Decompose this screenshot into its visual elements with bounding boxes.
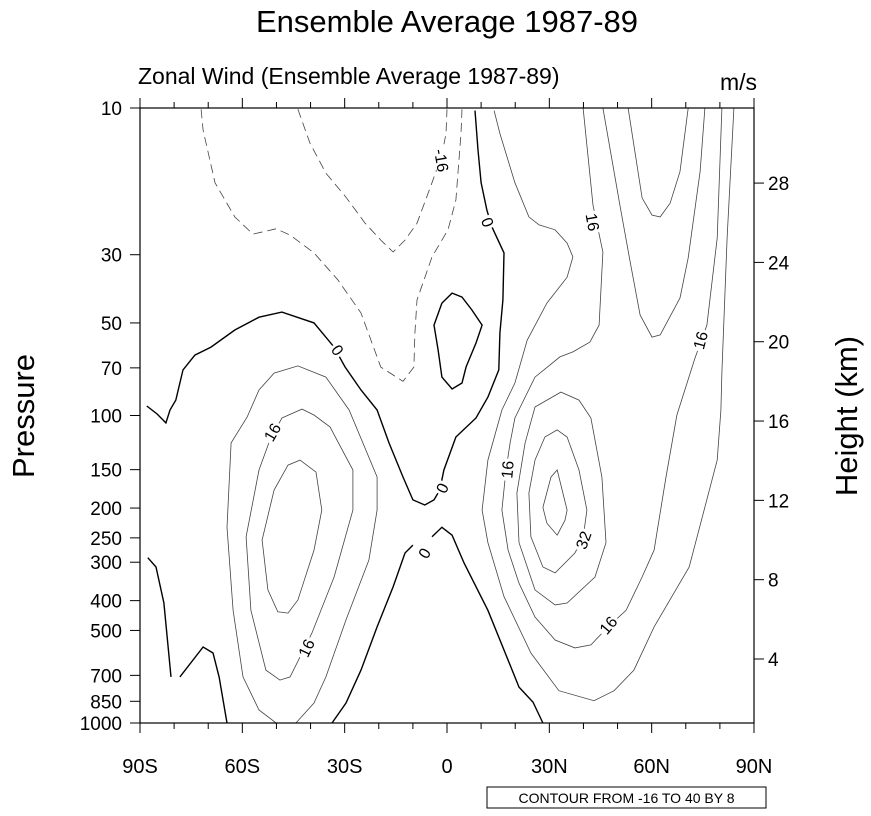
y-tick-label: 70 [101, 359, 122, 380]
x-tick-label: 30S [327, 756, 363, 778]
y-tick-label: 300 [90, 553, 122, 574]
y-tick-label: 50 [101, 314, 122, 335]
plot-frame [139, 107, 755, 724]
y-tick-label: 100 [90, 407, 122, 428]
info-label: CONTOUR FROM -16 TO 40 BY 8 [518, 790, 734, 806]
x-tick-label: 30N [531, 756, 568, 778]
contour-line-16 [245, 408, 354, 681]
x-tick-label: 60N [633, 756, 670, 778]
y2-axis-label: Height (km) [829, 336, 864, 496]
contour-line-neg16 [297, 109, 448, 253]
contour-line-24 [261, 459, 323, 614]
y2-tick-label: 8 [768, 571, 779, 592]
contour-line-24 [516, 391, 607, 606]
contour-line-0 [146, 110, 505, 506]
contour-label-text: 16 [582, 212, 602, 233]
x-tick-label: 90N [736, 756, 773, 778]
units-label: m/s [720, 69, 757, 95]
contour-label: 16 [293, 634, 319, 661]
contour-line-8 [481, 107, 735, 702]
contour-line-0 [147, 557, 172, 677]
y-tick-label: 250 [90, 529, 122, 550]
contour-line-0 [179, 646, 228, 724]
y-tick-label: 400 [90, 592, 122, 613]
contour-line-0 [431, 526, 544, 724]
y2-tick-label: 24 [768, 253, 790, 274]
contour-label: 32 [570, 526, 596, 553]
contour-label: 16 [688, 327, 712, 353]
y-tick-label: 1000 [80, 714, 122, 735]
contour-line-24 [602, 107, 706, 338]
contour-label-text: 16 [296, 637, 319, 660]
contour-label: -16 [430, 143, 454, 177]
y2-tick-label: 28 [768, 174, 789, 195]
contour-label: 0 [430, 478, 453, 497]
contour-label-text: 16 [691, 330, 712, 352]
contour-label: 16 [497, 457, 518, 482]
contour-label: 16 [258, 418, 285, 446]
contour-line-0 [331, 544, 414, 724]
y2-tick-label: 20 [768, 333, 789, 354]
contour-line-40 [542, 469, 568, 536]
y-tick-label: 10 [101, 99, 122, 120]
contour-labels: -16 0 16 16 0 16 16 0 0 32 16 16 [258, 143, 712, 661]
contour-line-0 [433, 292, 483, 390]
y-tick-label: 200 [90, 499, 122, 520]
contour-label: 0 [327, 339, 349, 359]
contour-label: 0 [413, 542, 435, 563]
contour-label: 16 [594, 610, 621, 638]
y-tick-label: 30 [101, 246, 122, 267]
chart-title: Ensemble Average 1987-89 [256, 4, 638, 39]
y2-tick-label: 12 [768, 491, 789, 512]
contour-lines [146, 107, 735, 724]
y-axis-label: Pressure [6, 354, 41, 478]
y2-tick-label: 4 [768, 650, 779, 671]
x-tick-label: 0 [441, 756, 452, 778]
y2-tick-label: 16 [768, 412, 789, 433]
chart-subtitle: Zonal Wind (Ensemble Average 1987-89) [138, 63, 559, 89]
y-tick-label: 500 [90, 621, 122, 642]
contour-line-neg8 [200, 109, 463, 382]
contour-label: 16 [582, 209, 604, 235]
y-tick-label: 700 [90, 666, 122, 687]
x-tick-label: 90S [122, 756, 158, 778]
contour-line-16 [501, 107, 723, 649]
info-label-box [486, 786, 767, 809]
contour-label-text: 16 [261, 421, 285, 445]
contour-line-8 [226, 365, 378, 724]
contour-label-text: -16 [430, 148, 451, 174]
y-tick-label: 150 [90, 461, 122, 482]
contour-label-text: 16 [499, 460, 517, 479]
contour-label-text: 32 [573, 529, 595, 552]
contour-line-32 [528, 429, 588, 574]
contour-line-32 [627, 107, 689, 218]
x-tick-label: 60S [225, 756, 261, 778]
contour-label: 0 [477, 212, 499, 231]
y-tick-label: 850 [90, 692, 122, 713]
axes: 90S 60S 30S 0 30N 60N 90N103050701001502002503… [80, 98, 790, 778]
